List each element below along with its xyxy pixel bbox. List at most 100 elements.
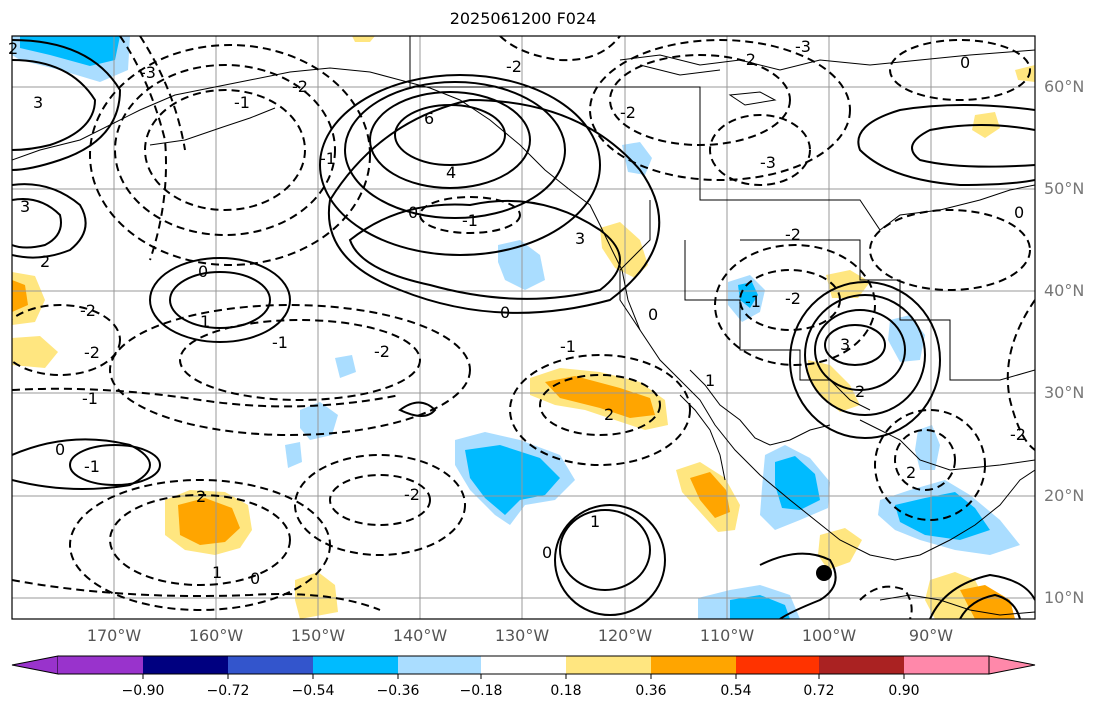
contour-label: -2 xyxy=(80,301,96,320)
colorbar-tick-label: −0.72 xyxy=(206,683,250,699)
contour-label: -3 xyxy=(140,63,156,82)
contour-label: 6 xyxy=(424,109,434,128)
contour-label: 0 xyxy=(542,543,552,562)
contour-label: -1 xyxy=(745,292,761,311)
shade-orange xyxy=(178,498,240,545)
colorbar-segment xyxy=(313,656,398,674)
colorbar xyxy=(11,655,1036,679)
colorbar-tick-label: −0.54 xyxy=(291,683,335,699)
lon-label: 110°W xyxy=(699,626,755,645)
colorbar-tick-label: −0.18 xyxy=(459,683,503,699)
contour-label: 2 xyxy=(8,39,18,58)
contour-label: -2 xyxy=(506,57,522,76)
contour-label: 3 xyxy=(33,93,43,112)
shade-lightblue xyxy=(335,355,356,378)
shade-lightblue xyxy=(285,442,302,468)
map-frame-contents xyxy=(12,36,1035,619)
contour-label: -2 xyxy=(404,485,420,504)
contour-label: -3 xyxy=(760,153,776,172)
colorbar-segment xyxy=(228,656,313,674)
contour-label: 0 xyxy=(250,569,260,588)
shade-yellow xyxy=(808,360,860,412)
contour-label: -1 xyxy=(84,457,100,476)
contour-label: -2 xyxy=(740,50,756,69)
contour-label: 3 xyxy=(20,197,30,216)
contour-label: 0 xyxy=(198,262,208,281)
lat-label: 40°N xyxy=(1044,281,1085,300)
colorbar-segment xyxy=(736,656,819,674)
contour-label: -2 xyxy=(292,77,308,96)
shade-blue xyxy=(738,282,758,308)
colorbar-segment xyxy=(58,656,143,674)
contour-label: -2 xyxy=(620,103,636,122)
lon-label: 150°W xyxy=(290,626,346,645)
contour-label: 2 xyxy=(196,487,206,506)
contour-label: -1 xyxy=(560,337,576,356)
shade-yellow xyxy=(600,222,648,278)
contour-label: -2 xyxy=(785,225,801,244)
shade-blue xyxy=(465,445,560,515)
colorbar-segment xyxy=(566,656,651,674)
shade-orange xyxy=(12,280,28,312)
contour-label: -2 xyxy=(84,343,100,362)
lon-label: 140°W xyxy=(392,626,448,645)
contour-label: 0 xyxy=(55,440,65,459)
colorbar-tick-label: 0.54 xyxy=(720,683,752,699)
shade-orange xyxy=(545,376,655,418)
contour-label: -1 xyxy=(462,211,478,230)
contour-label: 0 xyxy=(960,53,970,72)
shade-orange xyxy=(690,472,730,518)
contour-label: 0 xyxy=(500,303,510,322)
contour-label: 0 xyxy=(648,305,658,324)
colorbar-segment xyxy=(904,656,989,674)
contour-labels: 6 4 0 -1 -2 1 2 3 -3 2 0 -2 1 -1 0 -1 -2… xyxy=(8,37,1026,588)
lat-label: 60°N xyxy=(1044,77,1085,96)
solid-contours xyxy=(12,39,1035,619)
map-border xyxy=(11,35,1036,620)
lat-label: 10°N xyxy=(1044,588,1085,607)
colorbar-segment xyxy=(398,656,481,674)
shade-lightblue xyxy=(300,402,338,440)
lon-label: 130°W xyxy=(494,626,550,645)
lat-label: 30°N xyxy=(1044,383,1085,402)
shade-yellow xyxy=(12,336,58,368)
colorbar-tick-label: 0.90 xyxy=(888,683,920,699)
colorbar-upper-extension xyxy=(988,655,1036,675)
contour-label: 1 xyxy=(590,512,600,531)
contour-label: 1 xyxy=(705,371,715,390)
contour-label: -1 xyxy=(234,93,250,112)
contour-label: 2 xyxy=(855,382,865,401)
colorbar-tick-label: 0.18 xyxy=(550,683,582,699)
contour-label: -2 xyxy=(1010,425,1026,444)
contour-label: 2 xyxy=(40,252,50,271)
shade-lightblue xyxy=(915,425,940,470)
contour-label: 4 xyxy=(446,163,456,182)
colorbar-tick-label: −0.90 xyxy=(121,683,165,699)
lon-label: 170°W xyxy=(86,626,142,645)
contour-label: 2 xyxy=(906,463,916,482)
station-marker xyxy=(816,565,832,581)
plot-title: 2025061200 F024 xyxy=(449,9,597,28)
contour-label: 1 xyxy=(200,312,210,331)
colorbar-segment xyxy=(143,656,228,674)
contour-label: -1 xyxy=(272,333,288,352)
lon-label: 90°W xyxy=(908,626,954,645)
lon-label: 160°W xyxy=(188,626,244,645)
contour-label: -1 xyxy=(320,149,336,168)
lat-label: 50°N xyxy=(1044,179,1085,198)
colorbar-lower-extension xyxy=(11,655,59,675)
contour-label: -2 xyxy=(374,342,390,361)
colorbar-segment xyxy=(651,656,736,674)
lat-label: 20°N xyxy=(1044,486,1085,505)
contour-label: 1 xyxy=(212,563,222,582)
contour-label: 3 xyxy=(575,229,585,248)
colorbar-segment xyxy=(481,656,566,674)
contour-label: -3 xyxy=(795,37,811,56)
contour-label: 2 xyxy=(604,405,614,424)
shade-blue xyxy=(895,492,990,540)
colorbar-segment xyxy=(819,656,904,674)
colorbar-tick-label: 0.36 xyxy=(635,683,667,699)
contour-label: -2 xyxy=(785,289,801,308)
contour-label: 3 xyxy=(840,335,850,354)
